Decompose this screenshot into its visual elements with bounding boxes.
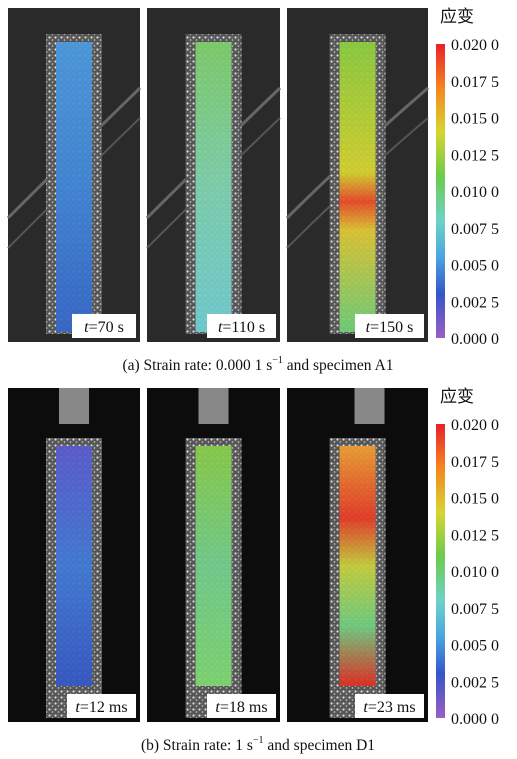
colorbar-tick-label: 0.002 5 [451,674,499,691]
panel: t=12 ms t=18 ms t=23 ms 应变 0.020 0 0.017 5 0.0… [8,387,499,754]
colorbar-tick-label: 0.015 0 [451,111,499,128]
colorbar-tick-label: 0.017 5 [451,454,499,471]
strain-field [56,42,92,332]
colorbar-tick-label: 0.005 0 [451,258,499,275]
time-label: t=23 ms [363,699,415,716]
colorbar-tick-label: 0.002 5 [451,294,499,311]
strain-field [56,446,92,686]
time-value: =18 ms [220,699,268,716]
colorbar-tick-label: 0.012 5 [451,147,499,164]
colorbar [436,424,445,718]
caption: (b) Strain rate: 1 s−1 and specimen D1 [141,735,375,754]
time-value: =150 s [370,319,413,336]
strain-field [340,446,376,686]
grip [355,388,385,424]
time-label: t=110 s [218,319,265,336]
colorbar-tick-label: 0.020 0 [451,417,499,434]
time-value: =70 s [89,319,124,336]
colorbar-tick-label: 0.020 0 [451,37,499,54]
colorbar-tick-label: 0.012 5 [451,527,499,544]
time-label: t=18 ms [215,699,267,716]
time-label: t=150 s [366,319,414,336]
colorbar-tick-label: 0.010 0 [451,564,499,581]
caption: (a) Strain rate: 0.000 1 s−1 and specime… [122,355,393,374]
colorbar-tick-label: 0.010 0 [451,184,499,201]
colorbar-tick-label: 0.007 5 [451,601,499,618]
colorbar-tick-label: 0.015 0 [451,491,499,508]
strain-field [340,42,376,332]
time-value: =110 s [222,319,265,336]
panel: t=70 s t=110 s t=150 s 应变 0.020 0 0.017 5 0.01… [8,7,499,374]
colorbar-tick-label: 0.000 0 [451,331,499,348]
colorbar [436,44,445,338]
colorbar-tick-label: 0.007 5 [451,221,499,238]
time-label: t=12 ms [75,699,127,716]
time-value: =12 ms [80,699,128,716]
caption-superscript: −1 [253,735,264,746]
time-label: t=70 s [84,319,124,336]
caption-text: (a) Strain rate: 0.000 1 s [122,357,272,374]
strain-field [196,42,232,332]
colorbar-title: 应变 [440,7,474,26]
figure: t=70 s t=110 s t=150 s 应变 0.020 0 0.017 5 0.01… [0,0,517,759]
grip [199,388,229,424]
caption-text: and specimen D1 [264,737,375,754]
colorbar-tick-label: 0.000 0 [451,711,499,728]
strain-field [196,446,232,686]
caption-text: and specimen A1 [283,357,394,374]
caption-text: (b) Strain rate: 1 s [141,737,253,754]
time-value: =23 ms [368,699,416,716]
colorbar-title: 应变 [440,387,474,406]
colorbar-tick-label: 0.017 5 [451,74,499,91]
caption-superscript: −1 [272,355,283,366]
colorbar-tick-label: 0.005 0 [451,638,499,655]
grip [59,388,89,424]
